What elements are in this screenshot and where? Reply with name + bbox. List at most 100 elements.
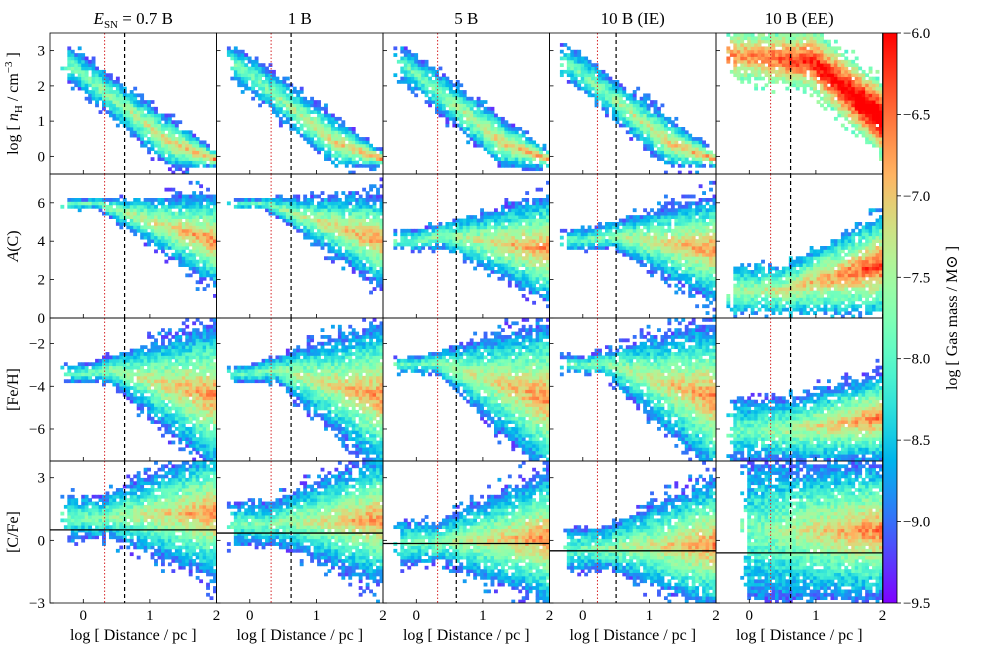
heatmap-cell <box>511 204 516 209</box>
heatmap-cell <box>681 242 686 247</box>
heatmap-cell <box>761 36 765 41</box>
heatmap-cell <box>150 143 155 148</box>
heatmap-cell <box>341 239 346 243</box>
heatmap-cell <box>448 96 453 101</box>
heatmap-cell <box>851 63 856 67</box>
heatmap-cell <box>879 123 883 128</box>
heatmap-cell <box>507 225 512 230</box>
heatmap-cell <box>178 130 183 135</box>
heatmap-cell <box>639 113 644 118</box>
heatmap-cell <box>865 106 870 111</box>
heatmap-cell <box>81 83 86 88</box>
heatmap-cell <box>282 110 287 114</box>
heatmap-cell <box>799 43 804 47</box>
heatmap-cell <box>91 83 96 88</box>
heatmap-cell <box>525 242 530 247</box>
heatmap-cell <box>275 211 280 216</box>
heatmap-cell <box>632 113 637 118</box>
heatmap-cell <box>674 239 679 243</box>
heatmap-cell <box>670 249 675 254</box>
heatmap-cell <box>681 225 686 230</box>
heatmap-cell <box>670 123 675 128</box>
y-tick-label: 0 <box>38 149 46 165</box>
heatmap-cell <box>334 163 339 168</box>
heatmap-cell <box>310 103 315 108</box>
heatmap-cell <box>244 73 249 78</box>
heatmap-cell <box>504 266 509 271</box>
heatmap-cell <box>102 204 106 209</box>
heatmap-cell <box>771 56 776 61</box>
heatmap-cell <box>820 36 824 41</box>
heatmap-cell <box>542 294 547 298</box>
heatmap-cell <box>605 222 609 226</box>
heatmap-cell <box>181 163 186 168</box>
heatmap-cell <box>421 90 426 94</box>
heatmap-cell <box>407 53 412 57</box>
heatmap-cell <box>147 235 151 240</box>
heatmap-cell <box>181 211 186 216</box>
heatmap-cell <box>209 194 214 199</box>
heatmap-cell <box>504 232 509 237</box>
heatmap-cell <box>209 222 214 226</box>
heatmap-cell <box>844 83 849 88</box>
heatmap-cell <box>643 123 648 128</box>
heatmap-cell <box>840 106 845 111</box>
heatmap-cell <box>667 215 672 219</box>
heatmap-cell <box>327 256 332 261</box>
heatmap-cell <box>365 147 370 151</box>
heatmap-cell <box>601 90 606 94</box>
heatmap-cell <box>539 263 543 267</box>
heatmap-cell <box>504 160 509 165</box>
heatmap-cell <box>539 235 543 240</box>
heatmap-cell <box>587 235 592 240</box>
heatmap-cell <box>754 63 759 67</box>
heatmap-cell <box>563 53 568 57</box>
heatmap-cell <box>500 133 505 138</box>
heatmap-cell <box>494 263 498 267</box>
heatmap-cell <box>535 228 540 233</box>
heatmap-cell <box>351 153 356 158</box>
panel-AC-2 <box>216 173 384 319</box>
heatmap-cell <box>126 127 131 131</box>
heatmap-cell <box>837 83 842 88</box>
heatmap-cell <box>455 239 460 243</box>
heatmap-cell <box>761 59 765 64</box>
heatmap-cell <box>861 76 866 81</box>
heatmap-cell <box>487 116 491 121</box>
heatmap-cell <box>240 80 245 84</box>
heatmap-cell <box>650 246 654 250</box>
heatmap-cell <box>452 103 457 108</box>
heatmap-cell <box>272 204 276 209</box>
heatmap-cell <box>188 137 193 141</box>
heatmap-cell <box>802 86 807 91</box>
heatmap-cell <box>77 66 82 71</box>
heatmap-cell <box>185 259 190 264</box>
heatmap-cell <box>306 235 311 240</box>
heatmap-cell <box>102 96 106 101</box>
heatmap-cell <box>487 133 491 138</box>
heatmap-cell <box>598 228 602 233</box>
heatmap-cell <box>504 198 509 202</box>
heatmap-cell <box>435 100 439 104</box>
heatmap-cell <box>591 69 595 74</box>
heatmap-cell <box>875 103 880 108</box>
heatmap-cell <box>435 73 439 78</box>
heatmap-cell <box>344 225 349 230</box>
heatmap-cell <box>455 80 460 84</box>
heatmap-cell <box>403 232 408 237</box>
heatmap-cell <box>469 113 474 118</box>
heatmap-cell <box>830 63 835 67</box>
heatmap-cell <box>181 232 186 237</box>
heatmap-cell <box>296 90 301 94</box>
heatmap-cell <box>400 228 405 233</box>
heatmap-cell <box>615 249 620 254</box>
heatmap-cell <box>67 198 72 202</box>
heatmap-cell <box>473 239 478 243</box>
heatmap-cell <box>684 160 689 165</box>
heatmap-cell <box>213 242 217 247</box>
heatmap-cell <box>265 73 269 78</box>
heatmap-cell <box>497 270 502 274</box>
heatmap-cell <box>875 110 880 114</box>
heatmap-cell <box>736 43 741 47</box>
